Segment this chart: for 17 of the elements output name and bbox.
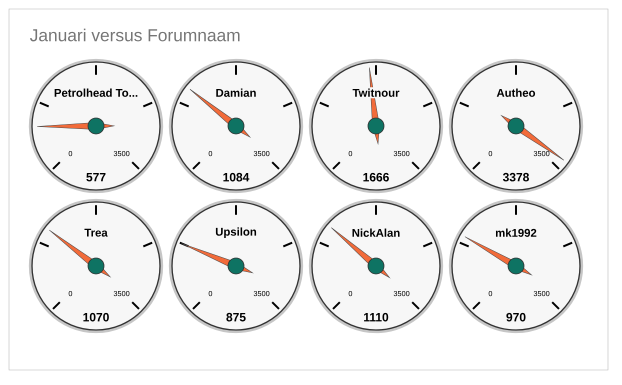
text: Twitnour	[352, 88, 400, 97]
text: Damian	[216, 88, 256, 97]
text: Petrolhead To...	[54, 88, 138, 97]
data-label: 1084	[223, 172, 250, 182]
data-label: 1666	[363, 172, 389, 182]
text: Upsilon	[216, 227, 256, 238]
data-label: 875	[226, 312, 246, 322]
data-label: 1110	[364, 312, 388, 322]
text: mk1992	[496, 228, 536, 237]
text: Trea	[84, 228, 108, 237]
data-label: 1070	[83, 312, 109, 322]
text: Januari versus Forumnaam	[30, 28, 240, 42]
data-label: 577	[86, 173, 106, 182]
data-label: 3378	[502, 172, 529, 182]
text: Autheo	[496, 88, 536, 97]
text: NickAlan	[352, 228, 400, 237]
data-label: 970	[506, 312, 526, 322]
